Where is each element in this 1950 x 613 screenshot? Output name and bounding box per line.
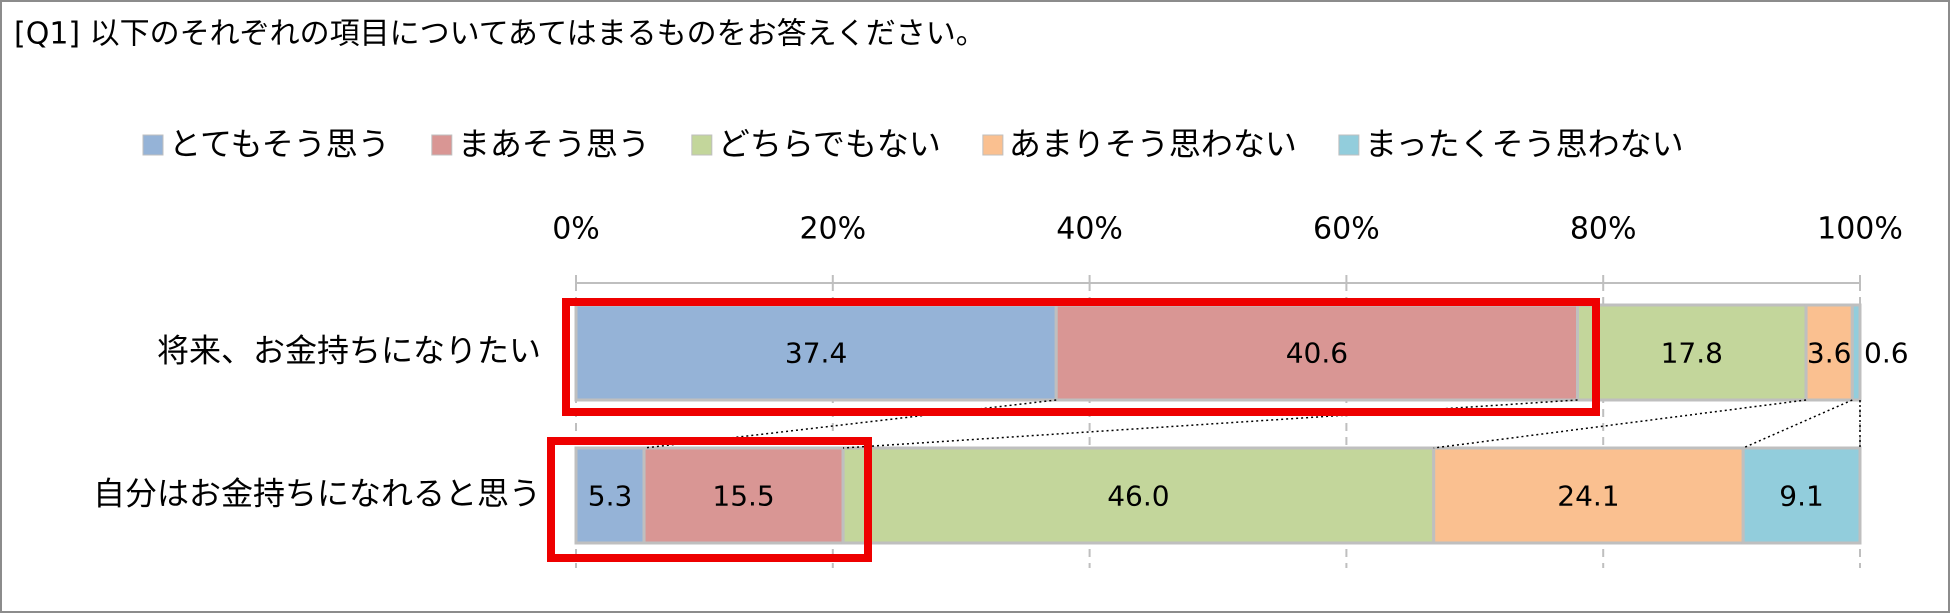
category-label: 自分はお金持ちになれると思う (93, 475, 541, 513)
category-label: 将来、お金持ちになりたい (157, 332, 541, 370)
legend-label: とてもそう思う (169, 125, 390, 163)
x-tick-label: 20% (799, 212, 866, 247)
data-label: 9.1 (1779, 480, 1824, 513)
legend-label: どちらでもない (718, 125, 941, 163)
x-tick-label: 60% (1313, 212, 1380, 247)
bar-segment (642, 446, 845, 545)
data-label: 5.3 (588, 480, 633, 513)
data-label: 0.6 (1864, 337, 1909, 370)
legend-label: あまりそう思わない (1009, 125, 1297, 163)
bar-segment (1432, 446, 1745, 545)
data-label: 46.0 (1107, 480, 1169, 513)
x-tick-label: 0% (552, 212, 600, 247)
data-label: 24.1 (1557, 480, 1619, 513)
highlight-box (547, 437, 872, 562)
highlight-box (562, 298, 1600, 416)
data-label: 37.4 (785, 337, 847, 370)
bar-segment (1804, 303, 1854, 402)
bar-segment (841, 446, 1436, 545)
legend-label: まったくそう思わない (1365, 125, 1684, 163)
legend-swatch (1338, 134, 1360, 156)
data-label: 3.6 (1807, 337, 1852, 370)
x-tick-label: 100% (1817, 212, 1903, 247)
bar-segment (1741, 446, 1862, 545)
legend-swatch (142, 134, 164, 156)
bar-segment (1850, 303, 1862, 402)
legend-swatch (982, 134, 1004, 156)
bars (574, 303, 1862, 545)
bar-segment (574, 303, 1058, 402)
legend-swatch (431, 134, 453, 156)
chart-title: [Q1] 以下のそれぞれの項目についてあてはまるものをお答えください。 (14, 17, 986, 52)
legend-label: まあそう思う (458, 125, 650, 163)
data-label: 40.6 (1286, 337, 1348, 370)
bar-segment (1576, 303, 1808, 402)
x-tick-label: 80% (1570, 212, 1637, 247)
data-label: 17.8 (1661, 337, 1723, 370)
data-label: 15.5 (712, 480, 774, 513)
x-tick-label: 40% (1056, 212, 1123, 247)
legend-swatch (691, 134, 713, 156)
